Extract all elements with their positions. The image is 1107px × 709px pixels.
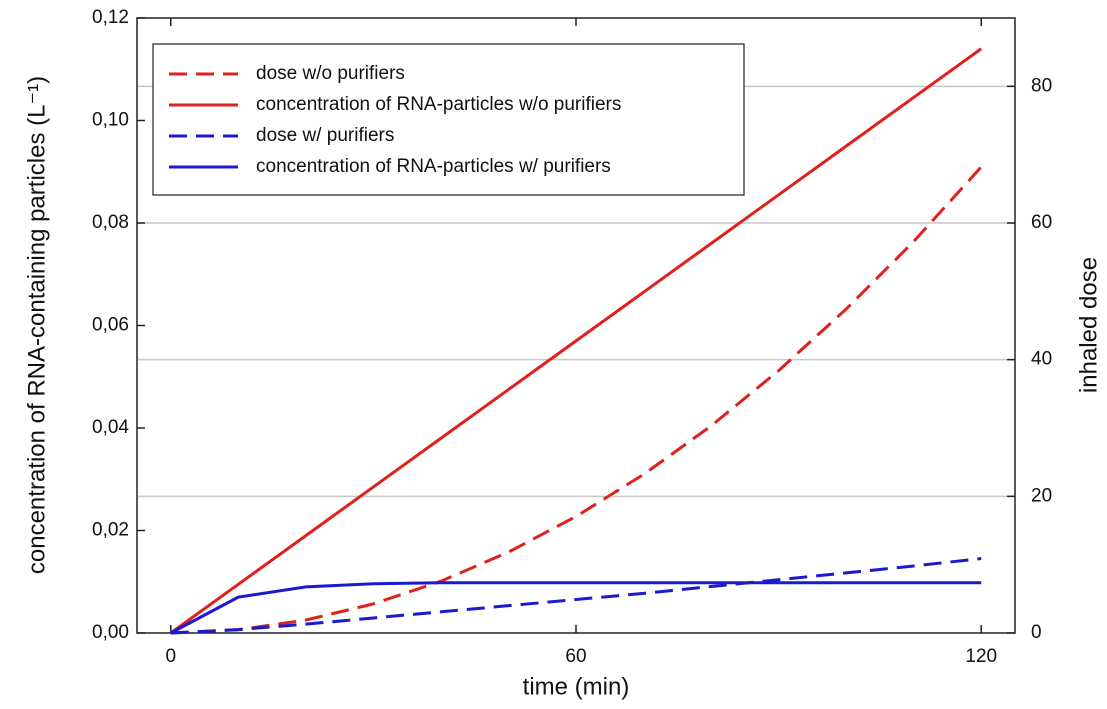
legend-label: concentration of RNA-particles w/ purifi… — [256, 156, 611, 177]
series-line — [169, 47, 983, 635]
plot-frame — [136, 17, 1016, 634]
x-tick-label: 0 — [165, 646, 176, 667]
y-axis-label: concentration of RNA-containing particle… — [23, 76, 50, 574]
y2-tick-label: 0 — [1031, 622, 1042, 643]
x-axis-label: time (min) — [523, 673, 630, 700]
y2-tick-label: 40 — [1031, 349, 1052, 370]
y2-tick-label: 80 — [1031, 75, 1052, 96]
y-tick-label: 0,00 — [92, 622, 129, 643]
x-tick-label: 120 — [965, 646, 997, 667]
y2-tick-label: 60 — [1031, 212, 1052, 233]
x-tick-label: 60 — [565, 646, 586, 667]
legend-box — [152, 43, 745, 196]
y2-tick-label: 20 — [1031, 485, 1052, 506]
y-tick-label: 0,06 — [92, 315, 129, 336]
y-tick-label: 0,04 — [92, 417, 129, 438]
y-tick-label: 0,10 — [92, 110, 129, 131]
series-line — [170, 581, 982, 635]
y-tick-label: 0,02 — [92, 520, 129, 541]
y2-axis-label: inhaled dose — [1075, 257, 1102, 393]
series-line — [170, 557, 982, 635]
legend-label: concentration of RNA-particles w/o purif… — [256, 94, 621, 115]
y-tick-label: 0,12 — [92, 7, 129, 28]
y-tick-label: 0,08 — [92, 212, 129, 233]
legend-label: dose w/ purifiers — [256, 125, 394, 146]
series-line — [170, 165, 983, 635]
legend-label: dose w/o purifiers — [256, 63, 405, 84]
